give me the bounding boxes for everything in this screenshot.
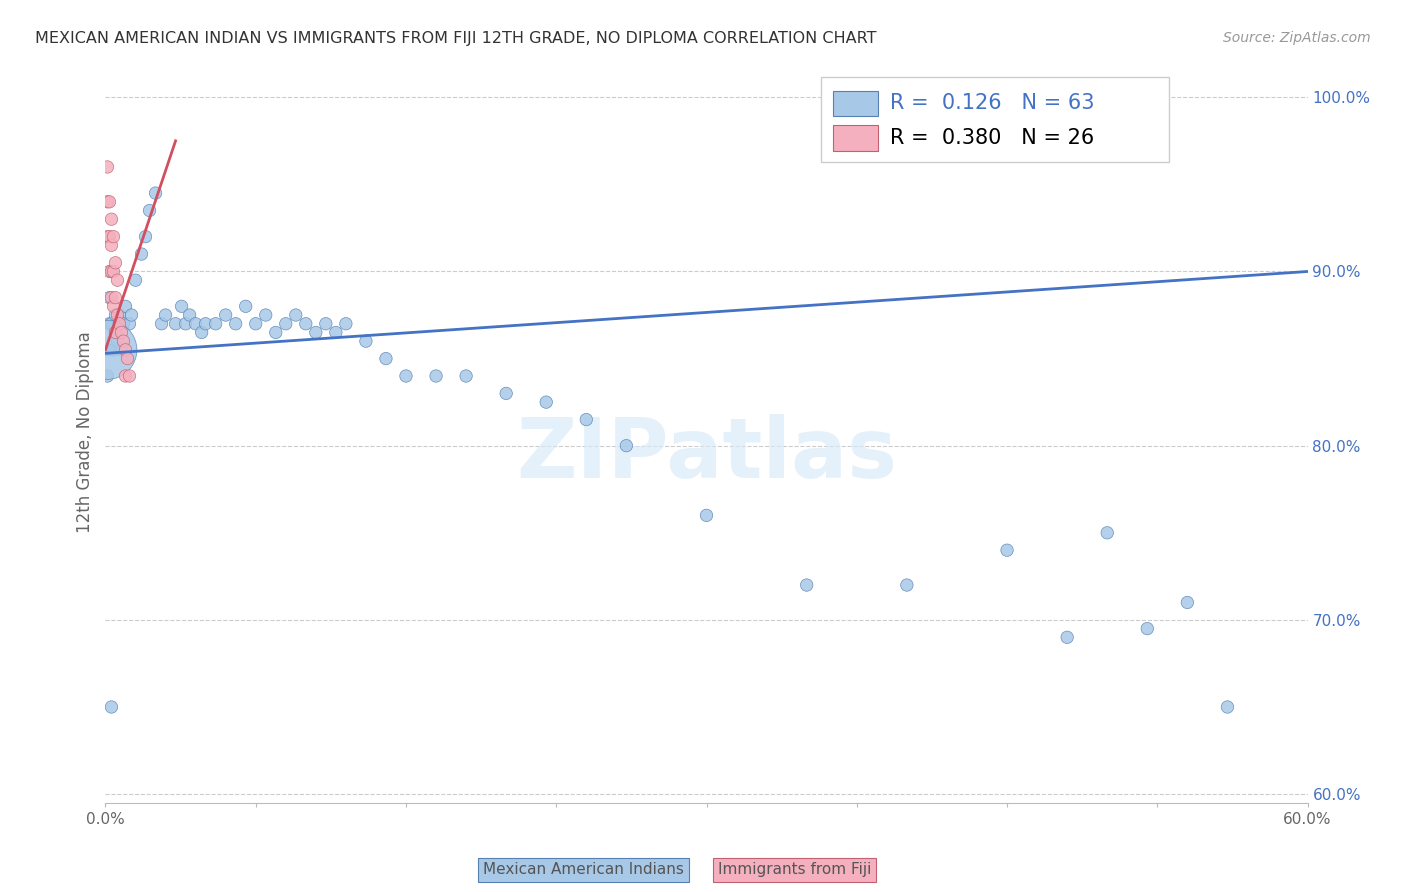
- Point: [114, 299, 136, 313]
- Text: R =  0.126   N = 63: R = 0.126 N = 63: [890, 93, 1095, 113]
- Point: [145, 186, 167, 200]
- Point: [395, 369, 418, 384]
- Point: [107, 334, 129, 348]
- Point: [1056, 630, 1078, 644]
- Point: [150, 317, 173, 331]
- Point: [107, 273, 129, 287]
- Point: [194, 317, 217, 331]
- Point: [284, 308, 307, 322]
- Point: [896, 578, 918, 592]
- FancyBboxPatch shape: [821, 78, 1170, 162]
- Point: [254, 308, 277, 322]
- Point: [179, 308, 201, 322]
- Point: [131, 247, 153, 261]
- Text: MEXICAN AMERICAN INDIAN VS IMMIGRANTS FROM FIJI 12TH GRADE, NO DIPLOMA CORRELATI: MEXICAN AMERICAN INDIAN VS IMMIGRANTS FR…: [35, 31, 877, 46]
- Point: [103, 343, 125, 357]
- Point: [96, 194, 118, 209]
- Point: [696, 508, 718, 523]
- Point: [104, 308, 127, 322]
- Point: [96, 160, 118, 174]
- Point: [274, 317, 297, 331]
- Point: [104, 326, 127, 340]
- Point: [108, 308, 131, 322]
- Point: [575, 412, 598, 426]
- Point: [98, 194, 121, 209]
- Point: [995, 543, 1018, 558]
- Point: [1216, 700, 1239, 714]
- Point: [264, 326, 287, 340]
- Point: [315, 317, 337, 331]
- Point: [354, 334, 377, 348]
- Point: [118, 317, 141, 331]
- Point: [616, 439, 638, 453]
- Point: [118, 369, 141, 384]
- Point: [124, 273, 146, 287]
- Text: R =  0.380   N = 26: R = 0.380 N = 26: [890, 128, 1095, 148]
- Point: [174, 317, 197, 331]
- Point: [325, 326, 347, 340]
- Point: [103, 299, 125, 313]
- Point: [235, 299, 257, 313]
- Point: [100, 212, 122, 227]
- Point: [100, 700, 122, 714]
- Point: [335, 317, 357, 331]
- Point: [98, 317, 121, 331]
- Point: [155, 308, 177, 322]
- Point: [495, 386, 517, 401]
- Point: [103, 264, 125, 278]
- Point: [214, 308, 236, 322]
- Point: [295, 317, 318, 331]
- Text: Source: ZipAtlas.com: Source: ZipAtlas.com: [1223, 31, 1371, 45]
- Point: [138, 203, 160, 218]
- FancyBboxPatch shape: [832, 126, 879, 152]
- FancyBboxPatch shape: [832, 91, 879, 117]
- Point: [454, 369, 477, 384]
- Point: [117, 351, 139, 366]
- Point: [374, 351, 398, 366]
- Point: [100, 291, 122, 305]
- Point: [110, 343, 132, 357]
- Point: [425, 369, 447, 384]
- Point: [104, 256, 127, 270]
- Point: [107, 308, 129, 322]
- Point: [104, 291, 127, 305]
- Point: [112, 334, 135, 348]
- Point: [114, 343, 136, 357]
- Point: [100, 317, 122, 331]
- Point: [100, 238, 122, 252]
- Point: [98, 229, 121, 244]
- Point: [96, 343, 118, 357]
- Point: [98, 264, 121, 278]
- Point: [796, 578, 818, 592]
- Point: [165, 317, 187, 331]
- Point: [1136, 622, 1159, 636]
- Point: [110, 326, 132, 340]
- Point: [98, 291, 121, 305]
- Point: [170, 299, 193, 313]
- Point: [1097, 525, 1119, 540]
- Point: [121, 308, 143, 322]
- Point: [96, 343, 118, 357]
- Point: [184, 317, 207, 331]
- Text: Mexican American Indians: Mexican American Indians: [484, 863, 683, 877]
- Text: Immigrants from Fiji: Immigrants from Fiji: [717, 863, 872, 877]
- Point: [104, 326, 127, 340]
- Point: [305, 326, 328, 340]
- Text: ZIPatlas: ZIPatlas: [516, 414, 897, 495]
- Point: [103, 229, 125, 244]
- Point: [1177, 595, 1199, 609]
- Point: [100, 264, 122, 278]
- Point: [190, 326, 212, 340]
- Y-axis label: 12th Grade, No Diploma: 12th Grade, No Diploma: [76, 332, 94, 533]
- Point: [114, 369, 136, 384]
- Point: [534, 395, 557, 409]
- Point: [225, 317, 247, 331]
- Point: [96, 229, 118, 244]
- Point: [204, 317, 226, 331]
- Point: [108, 317, 131, 331]
- Point: [112, 317, 135, 331]
- Point: [96, 369, 118, 384]
- Point: [245, 317, 267, 331]
- Point: [135, 229, 157, 244]
